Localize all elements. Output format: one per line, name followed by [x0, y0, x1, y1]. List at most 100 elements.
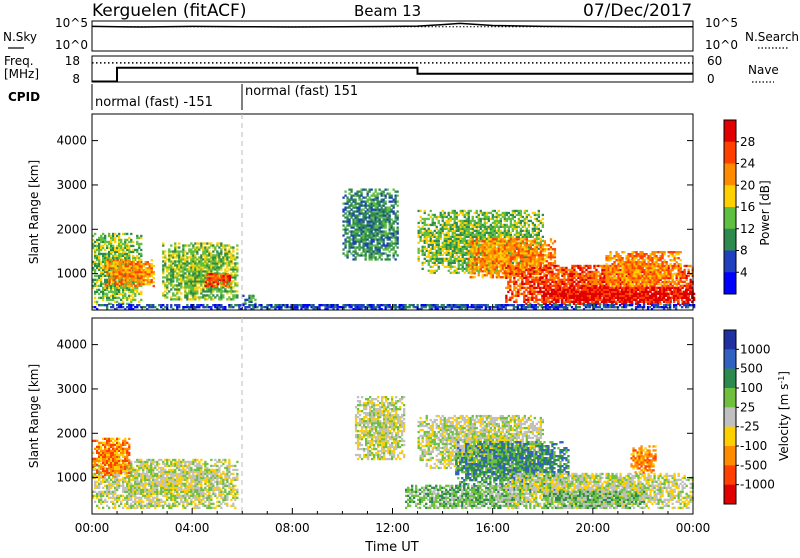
heatmap-cell [536, 262, 538, 264]
heatmap-cell [136, 291, 138, 293]
heatmap-cell [450, 246, 452, 248]
heatmap-cell [548, 256, 550, 258]
heatmap-cell [504, 272, 506, 274]
heatmap-cell [375, 216, 377, 218]
heatmap-cell [375, 189, 377, 191]
heatmap-cell [98, 297, 100, 299]
heatmap-cell [250, 295, 252, 297]
heatmap-cell [194, 258, 196, 260]
heatmap-cell [502, 272, 504, 274]
heatmap-cell [354, 228, 356, 230]
heatmap-cell [480, 264, 482, 266]
heatmap-cell [462, 262, 464, 264]
heatmap-cell [432, 270, 434, 272]
heatmap-cell [202, 278, 204, 280]
heatmap-cell [438, 234, 440, 236]
heatmap-cell [551, 271, 553, 273]
heatmap-cell [352, 240, 354, 242]
heatmap-cell [356, 252, 358, 254]
heatmap-cell [470, 272, 472, 274]
heatmap-cell [555, 285, 557, 287]
heatmap-cell [523, 297, 525, 299]
heatmap-cell [365, 205, 367, 207]
heatmap-cell [506, 258, 508, 260]
heatmap-cell [352, 205, 354, 207]
heatmap-cell [352, 250, 354, 252]
heatmap-cell [531, 279, 533, 281]
heatmap-cell [454, 220, 456, 222]
heatmap-cell [344, 226, 346, 228]
heatmap-cell [468, 210, 470, 212]
heatmap-cell [135, 265, 137, 267]
heatmap-cell [506, 252, 508, 254]
heatmap-cell [214, 268, 216, 270]
heatmap-cell [118, 233, 120, 235]
heatmap-cell [480, 236, 482, 238]
heatmap-cell [456, 248, 458, 250]
heatmap-cell [350, 232, 352, 234]
heatmap-cell [96, 279, 98, 281]
heatmap-cell [360, 195, 362, 197]
heatmap-cell [123, 269, 125, 271]
heatmap-cell [526, 242, 528, 244]
heatmap-cell [96, 267, 98, 269]
heatmap-cell [356, 193, 358, 195]
heatmap-cell [536, 258, 538, 260]
heatmap-cell [508, 240, 510, 242]
heatmap-cell [551, 281, 553, 283]
heatmap-cell [524, 236, 526, 238]
heatmap-cell [389, 246, 391, 248]
heatmap-cell [492, 252, 494, 254]
heatmap-cell [116, 291, 118, 293]
heatmap-cell [379, 214, 381, 216]
heatmap-cell [373, 232, 375, 234]
heatmap-cell [478, 220, 480, 222]
heatmap-cell [523, 287, 525, 289]
heatmap-cell [178, 260, 180, 262]
heatmap-cell [194, 276, 196, 278]
heatmap-cell [391, 234, 393, 236]
heatmap-cell [188, 248, 190, 250]
heatmap-cell [375, 248, 377, 250]
heatmap-cell [216, 256, 218, 258]
heatmap-cell [135, 277, 137, 279]
heatmap-cell [593, 267, 595, 269]
heatmap-cell [232, 276, 234, 278]
heatmap-cell [391, 228, 393, 230]
heatmap-cell [122, 291, 124, 293]
heatmap-cell [192, 282, 194, 284]
heatmap-cell [555, 273, 557, 275]
heatmap-cell [379, 189, 381, 191]
heatmap-cell [194, 266, 196, 268]
heatmap-cell [190, 262, 192, 264]
heatmap-cell [207, 279, 209, 281]
heatmap-cell [184, 290, 186, 292]
heatmap-cell [98, 243, 100, 245]
heatmap-cell [432, 252, 434, 254]
heatmap-cell [356, 207, 358, 209]
heatmap-cell [162, 272, 164, 274]
date-label: 07/Dec/2017 [583, 1, 692, 21]
heatmap-cell [490, 244, 492, 246]
heatmap-cell [176, 266, 178, 268]
heatmap-cell [494, 254, 496, 256]
heatmap-cell [526, 252, 528, 254]
heatmap-cell [464, 272, 466, 274]
heatmap-cell [112, 299, 114, 301]
heatmap-cell [595, 265, 597, 267]
heatmap-cell [478, 246, 480, 248]
heatmap-cell [498, 272, 500, 274]
heatmap-cell [375, 205, 377, 207]
heatmap-cell [426, 240, 428, 242]
heatmap-cell [507, 285, 509, 287]
heatmap-cell [547, 267, 549, 269]
heatmap-cell [464, 246, 466, 248]
heatmap-cell [533, 283, 535, 285]
heatmap-cell [379, 250, 381, 252]
heatmap-cell [521, 293, 523, 295]
heatmap-cell [216, 290, 218, 292]
heatmap-cell [224, 270, 226, 272]
heatmap-cell [533, 293, 535, 295]
heatmap-cell [172, 278, 174, 280]
heatmap-cell [498, 210, 500, 212]
